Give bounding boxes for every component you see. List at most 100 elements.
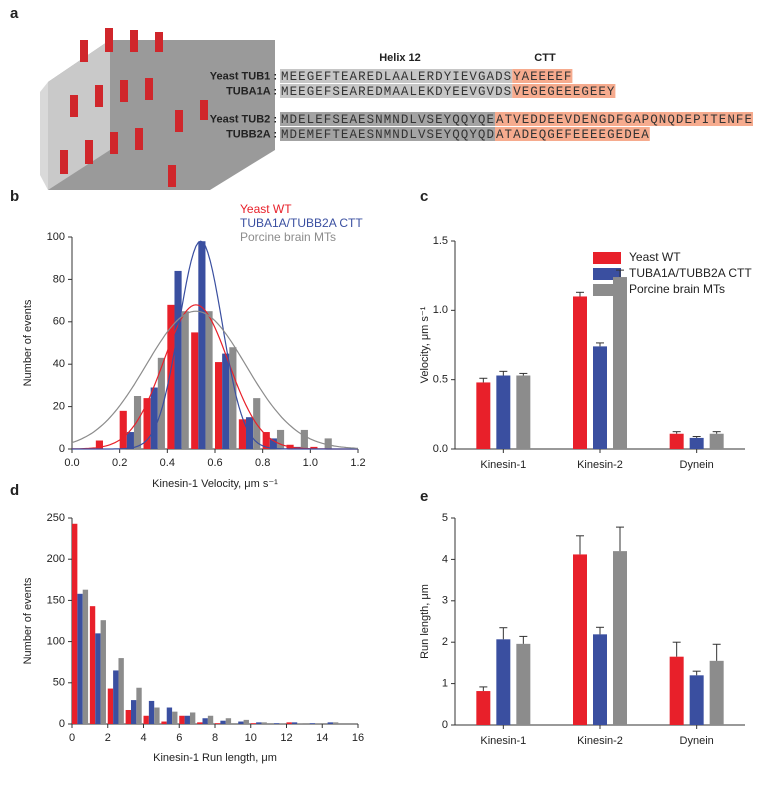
y-axis-label: Number of events <box>22 299 34 386</box>
bar <box>154 707 160 724</box>
bar <box>222 353 230 449</box>
bar <box>100 620 106 724</box>
y-tick-label: 5 <box>442 512 448 524</box>
bar <box>327 722 333 724</box>
header: CTT <box>534 52 556 64</box>
bar <box>130 700 137 724</box>
bar <box>297 723 303 724</box>
helix-box <box>280 127 495 141</box>
x-tick-label: 0.4 <box>160 457 175 469</box>
bar <box>126 432 134 449</box>
helix-sequence: MEEGEFSEAREDMAALEKDYEEVGVDS <box>281 85 511 99</box>
y-tick-label: 40 <box>53 358 65 370</box>
bar <box>82 589 89 724</box>
panel-label: e <box>420 488 428 505</box>
panel-label: c <box>420 188 428 205</box>
helix-box <box>280 84 513 98</box>
bar <box>118 658 124 724</box>
bar <box>324 438 332 449</box>
bar <box>143 398 151 449</box>
bar <box>150 387 158 449</box>
y-tick-label: 0 <box>442 719 448 731</box>
bar <box>669 656 684 725</box>
y-tick-label: 1 <box>442 678 448 690</box>
panel-label: b <box>10 188 19 205</box>
bar <box>133 396 142 449</box>
x-tick-label: Kinesin-1 <box>480 735 526 747</box>
ctt-box <box>495 112 753 126</box>
sequence-name: TUBA1A : <box>226 85 277 97</box>
bar <box>161 721 167 724</box>
bar <box>476 382 491 449</box>
ctt-sequence: YAEEEEF <box>513 70 571 84</box>
legend-swatch <box>593 284 621 296</box>
y-tick-label: 0 <box>59 443 65 455</box>
sequence-name: TUBB2A : <box>226 128 277 140</box>
y-tick-label: 0.0 <box>433 443 448 455</box>
y-tick-label: 0.5 <box>433 374 448 386</box>
bar <box>95 633 101 724</box>
header: Helix 12 <box>379 52 421 64</box>
bar <box>279 723 285 724</box>
legend-label: Porcine brain MTs <box>629 282 725 296</box>
legend-label: Yeast WT <box>629 250 681 264</box>
x-tick-label: 16 <box>352 732 364 744</box>
x-tick-label: 12 <box>280 732 292 744</box>
bar <box>613 277 627 449</box>
bar <box>573 296 587 449</box>
ctt-box <box>495 127 650 141</box>
helix-box <box>280 112 495 126</box>
x-tick-label: 10 <box>245 732 257 744</box>
x-tick-label: 0.8 <box>255 457 270 469</box>
bar <box>113 670 119 724</box>
bar <box>207 715 214 724</box>
legend-label: Yeast WT <box>240 202 292 216</box>
bar <box>291 722 298 724</box>
ctt-sequence: VEGEGEEEGEEY <box>513 85 615 99</box>
y-axis-label: Number of events <box>22 577 34 664</box>
y-tick-label: 60 <box>53 316 65 328</box>
panel-label: d <box>10 482 19 499</box>
bar <box>516 375 531 449</box>
bar <box>476 691 491 725</box>
x-tick-label: Kinesin-1 <box>480 459 526 471</box>
helix-sequence: MDELEFSEAESNMNDLVSEYQQYQE <box>281 113 494 127</box>
bar <box>166 707 173 724</box>
bar <box>179 715 185 724</box>
y-tick-label: 200 <box>47 553 65 565</box>
helix-sequence: MEEGEFTEAREDLAALERDYIEVGADS <box>281 70 511 84</box>
bar <box>273 723 280 724</box>
bar <box>269 438 277 449</box>
bar <box>300 429 308 449</box>
bar <box>593 634 607 725</box>
bar <box>202 718 208 724</box>
y-tick-label: 2 <box>442 636 448 648</box>
ctt-box <box>512 84 616 98</box>
y-tick-label: 100 <box>47 636 65 648</box>
bar <box>198 241 206 449</box>
x-tick-label: 1.0 <box>303 457 318 469</box>
bar <box>148 700 155 724</box>
sequence-name: Yeast TUB2 : <box>210 113 277 125</box>
bar <box>229 347 237 449</box>
x-tick-label: 8 <box>212 732 218 744</box>
helix-box <box>280 69 513 83</box>
x-tick-label: 0 <box>69 732 75 744</box>
y-tick-label: 250 <box>47 512 65 524</box>
bar <box>184 715 190 724</box>
y-axis-label: Run length, μm <box>419 584 431 659</box>
bar <box>143 715 149 724</box>
x-tick-label: 2 <box>105 732 111 744</box>
bar <box>205 311 213 449</box>
bar <box>613 551 627 725</box>
x-tick-label: 0.6 <box>207 457 222 469</box>
bar <box>191 332 199 449</box>
y-tick-label: 4 <box>442 553 448 565</box>
bar <box>310 446 318 449</box>
bar <box>496 375 511 449</box>
legend-label: Porcine brain MTs <box>240 230 336 244</box>
bar <box>174 270 182 449</box>
bar <box>262 432 270 449</box>
y-tick-label: 80 <box>53 273 65 285</box>
